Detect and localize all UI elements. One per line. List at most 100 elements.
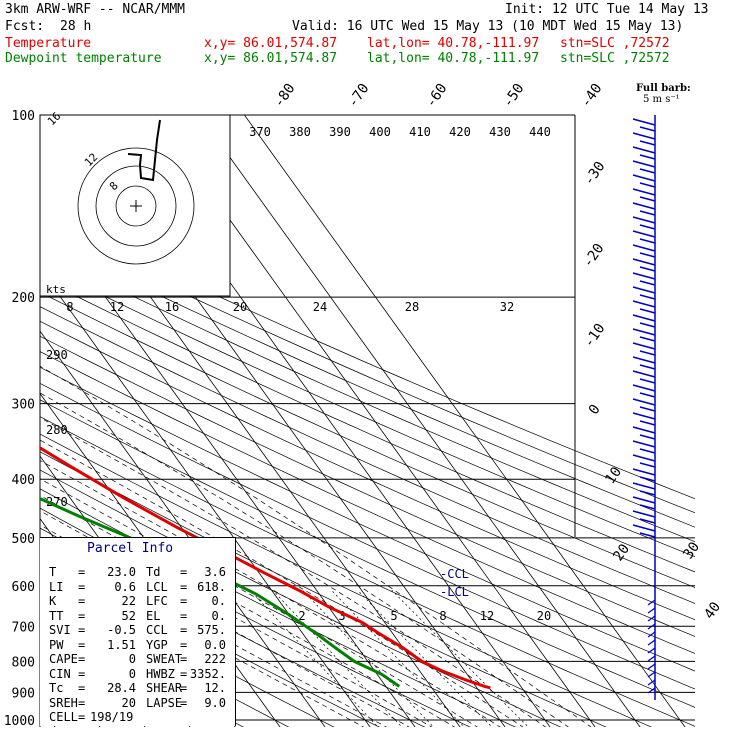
parcel-row-7-col-5: 3352. <box>189 666 226 681</box>
parcel-row-4-col-0: SVI <box>49 623 71 637</box>
parcel-row-4-col-4: = <box>180 623 188 637</box>
wind-barb <box>632 272 656 286</box>
hodo-axis-label-32: 32 <box>500 300 514 314</box>
valid-time: Valid: 16 UTC Wed 15 May 13 (10 MDT Wed … <box>292 19 684 34</box>
fcst-label: Fcst: <box>5 19 45 34</box>
parcel-row-10-col-2: 198/19 <box>90 710 134 724</box>
parcel-row-8-col-0: Tc <box>49 681 64 695</box>
parcel-row-6-col-4: = <box>180 652 188 666</box>
mixing-ratio-label-2: 2 <box>298 609 305 623</box>
parcel-row-3-col-1: = <box>78 608 86 623</box>
parcel-row-2-col-2: 22 <box>121 594 136 608</box>
mixing-ratio-label-5: 5 <box>390 609 397 623</box>
moist-adiabat <box>40 439 524 727</box>
parcel-row-4-col-1: = <box>78 623 86 637</box>
wind-barb <box>647 647 656 654</box>
wind-barb <box>632 286 656 300</box>
isotherm-label--50: -50 <box>500 81 528 111</box>
wind-barb <box>632 314 656 328</box>
parcel-row-1-col-5: 618. <box>197 579 226 594</box>
parcel-row-2-col-5: 0. <box>211 594 226 608</box>
parcel-row-7-col-2: 0 <box>128 666 136 681</box>
wind-barb <box>632 160 656 174</box>
temperature-stn: stn=SLC ,72572 <box>560 36 670 51</box>
dry-adiabat <box>40 399 695 708</box>
mixing-ratio-label-12: 12 <box>480 609 494 623</box>
parcel-row-1-col-0: LI <box>49 579 64 594</box>
mixing-ratio-3 <box>272 589 403 727</box>
isotherm-label-0: 0 <box>586 402 604 418</box>
wind-barb <box>632 468 656 482</box>
theta-e-label-420: 420 <box>449 125 471 139</box>
parcel-row-3-col-3: EL <box>146 608 161 623</box>
parcel-row-8-col-2: 28.4 <box>107 681 136 695</box>
theta-e-label-380: 380 <box>289 125 311 139</box>
parcel-row-3-col-0: TT <box>49 608 64 623</box>
wind-barb <box>632 132 656 146</box>
wind-barb <box>632 426 656 440</box>
parcel-row-7-col-1: = <box>78 666 86 681</box>
dewpoint-xy: x,y= 86.01,574.87 <box>204 51 338 66</box>
isotherm-60 <box>243 115 686 727</box>
theta-e-label-370: 370 <box>249 125 271 139</box>
wind-barb <box>647 663 656 670</box>
wind-barb <box>632 300 656 314</box>
wind-barb <box>632 524 656 538</box>
moist-adiabat <box>40 495 456 727</box>
dry-adiabat <box>40 211 695 500</box>
hodo-axis-label-8: 8 <box>66 300 73 314</box>
parcel-row-9-col-1: = <box>78 695 86 710</box>
parcel-row-5-col-0: PW <box>49 637 64 652</box>
parcel-row-0-col-4: = <box>180 565 188 579</box>
wind-barb <box>647 679 656 686</box>
theta-label-290: 290 <box>46 348 68 362</box>
hodo-kts-label: kts <box>46 283 66 296</box>
lcl-label: -LCL <box>440 585 469 599</box>
parcel-row-1-col-1: = <box>78 579 86 594</box>
pressure-label-700: 700 <box>12 620 35 635</box>
parcel-row-6-col-2: 0 <box>128 652 136 666</box>
parcel-info-box: Parcel Info T = 23.0 Td = 3.6 LI = 0.6 LCL = 618. K =… <box>40 537 236 726</box>
dry-adiabat <box>40 451 607 727</box>
parcel-row-5-col-3: YGP <box>146 637 168 652</box>
parcel-row-5-col-1: = <box>78 637 86 652</box>
full-barb-label: Full barb: <box>636 83 691 94</box>
dry-adiabat <box>40 306 695 604</box>
hodograph-trace <box>127 119 161 182</box>
dry-adiabat <box>40 264 695 558</box>
wind-barb <box>647 655 656 662</box>
theta-e-label-430: 430 <box>489 125 511 139</box>
parcel-row-10-col-0: CELL <box>49 710 78 724</box>
wind-barb <box>647 623 656 630</box>
dry-adiabat <box>40 320 695 621</box>
mixing-ratio-label-8: 8 <box>439 609 446 623</box>
parcel-row-0-col-1: = <box>78 565 86 579</box>
wind-barb <box>632 510 656 524</box>
parcel-row-8-col-5: 12. <box>204 681 226 695</box>
parcel-row-5-col-5: 0.0 <box>204 637 226 652</box>
dewpoint-latlon: lat,lon= 40.78,-111.97 <box>367 51 540 66</box>
hodo-axis-label-24: 24 <box>313 300 327 314</box>
parcel-row-6-col-0: CAPE <box>49 652 78 666</box>
pressure-label-500: 500 <box>12 532 35 547</box>
wind-barb <box>632 258 656 272</box>
hodo-axis-label-12: 12 <box>110 300 124 314</box>
wind-barb <box>632 146 656 160</box>
wind-barb <box>647 631 656 638</box>
pressure-label-300: 300 <box>12 398 35 413</box>
theta-e-label-440: 440 <box>529 125 551 139</box>
parcel-row-9-col-5: 9.0 <box>204 695 226 710</box>
parcel-row-5-col-4: = <box>180 637 188 652</box>
dry-adiabat <box>40 366 695 672</box>
parcel-row-8-col-3: SHEAR <box>146 681 183 695</box>
wind-barb <box>632 496 656 510</box>
parcel-row-8-col-1: = <box>78 681 86 695</box>
parcel-info-title: Parcel Info <box>87 541 174 556</box>
wind-barb <box>632 454 656 468</box>
temperature-profile <box>40 446 491 690</box>
theta-e-label-390: 390 <box>329 125 351 139</box>
temperature-latlon: lat,lon= 40.78,-111.97 <box>367 36 540 51</box>
mixing-ratio-label-3: 3 <box>338 609 345 623</box>
hodo-ring-2 <box>77 147 195 265</box>
pressure-label-200: 200 <box>12 291 35 306</box>
